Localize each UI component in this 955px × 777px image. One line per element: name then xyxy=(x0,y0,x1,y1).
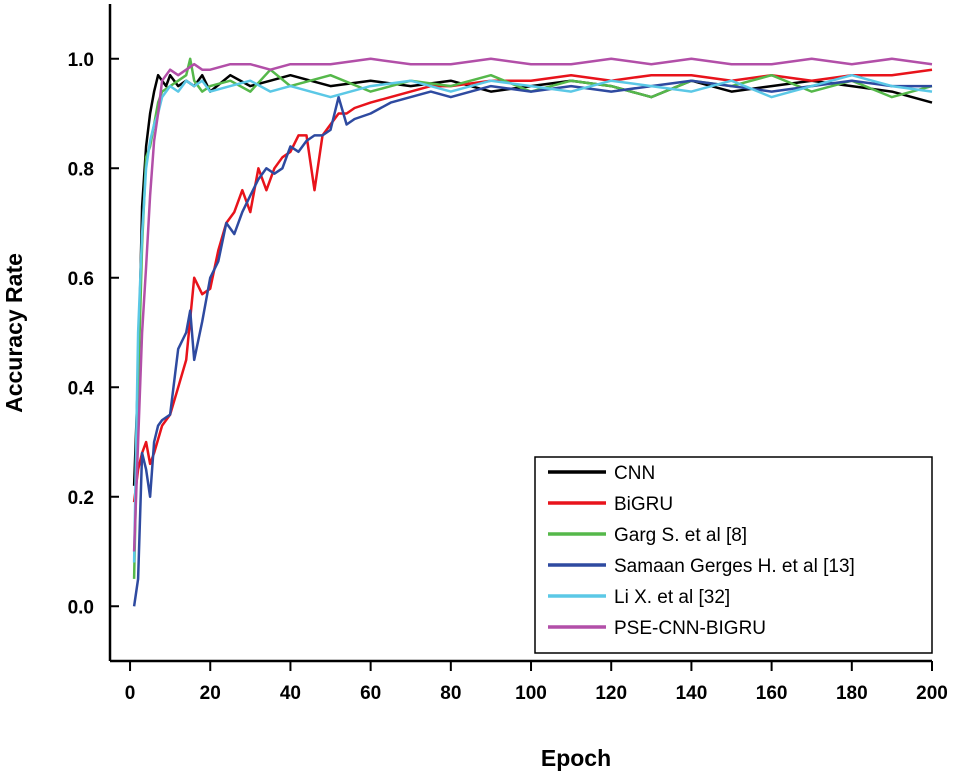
legend: CNN BiGRU Garg S. et al [8] Samaan Gerges H… xyxy=(534,456,933,654)
series-line-cnn xyxy=(132,73,933,486)
x-ticks: 0 20 40 60 80 100 120 140 160 180 200 xyxy=(125,661,948,704)
y-tick-label: 0.8 xyxy=(68,159,94,180)
series-layer xyxy=(132,57,933,607)
x-tick-label: 40 xyxy=(280,683,301,704)
legend-label: BiGRU xyxy=(614,494,673,515)
series-line-samaan-gerges-h-et-al-13 xyxy=(132,79,932,607)
y-tick-label: 0.2 xyxy=(68,488,94,509)
x-tick-label: 60 xyxy=(360,683,381,704)
legend-label: CNN xyxy=(614,463,655,484)
y-tick-label: 0.6 xyxy=(68,269,94,290)
legend-label: PSE-CNN-BIGRU xyxy=(614,618,766,639)
x-tick-label: 140 xyxy=(676,683,708,704)
legend-label: Samaan Gerges H. et al [13] xyxy=(614,556,855,577)
x-tick-label: 80 xyxy=(440,683,461,704)
x-tick-label: 0 xyxy=(125,683,136,704)
x-tick-label: 160 xyxy=(756,683,788,704)
x-tick-label: 200 xyxy=(916,683,948,704)
legend-box xyxy=(534,456,933,654)
x-tick-label: 180 xyxy=(836,683,868,704)
legend-label: Li X. et al [32] xyxy=(614,587,730,608)
legend-label: Garg S. et al [8] xyxy=(614,525,747,546)
x-tick-label: 120 xyxy=(595,683,627,704)
x-axis-title: Epoch xyxy=(541,745,611,771)
axes-layer xyxy=(108,4,932,663)
y-tick-label: 0.0 xyxy=(68,597,94,618)
series-line-bigru xyxy=(132,68,933,503)
y-ticks: 0.0 0.2 0.4 0.6 0.8 1.0 xyxy=(68,50,119,618)
y-axis-title: Accuracy Rate xyxy=(1,253,27,413)
y-tick-label: 0.4 xyxy=(68,378,95,399)
y-tick-label: 1.0 xyxy=(68,50,94,71)
x-tick-label: 20 xyxy=(200,683,221,704)
x-tick-label: 100 xyxy=(515,683,547,704)
series-line-pse-cnn-bigru xyxy=(132,57,933,552)
